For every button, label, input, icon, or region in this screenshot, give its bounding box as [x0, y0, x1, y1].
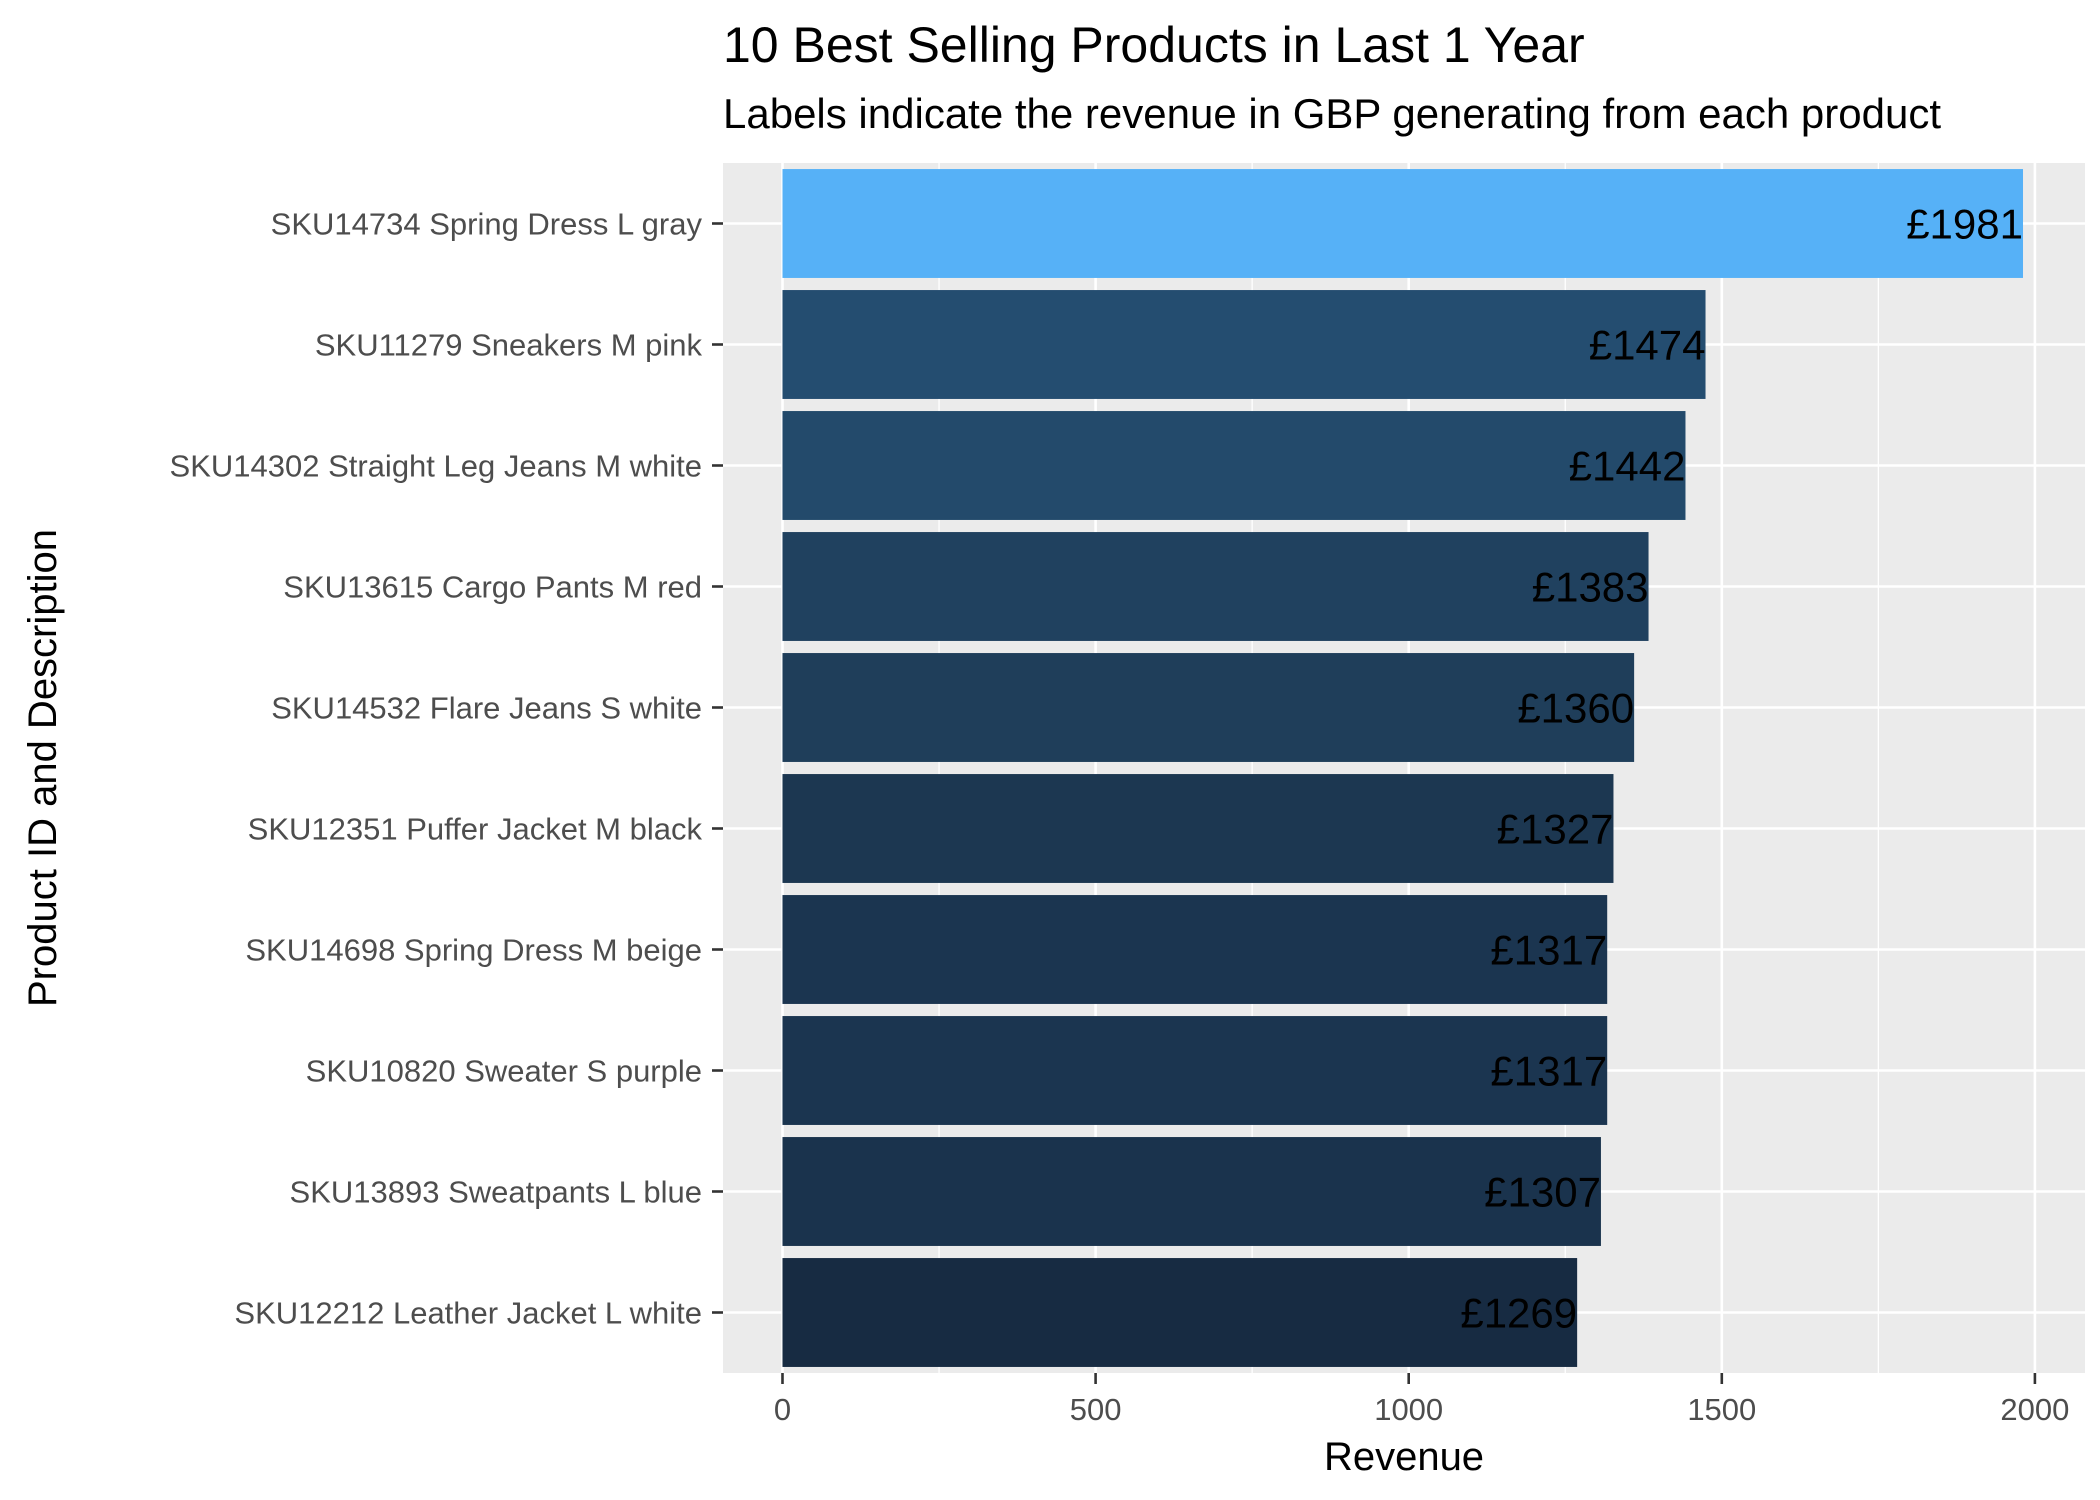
- y-tick-label: SKU11279 Sneakers M pink: [315, 328, 703, 363]
- bar: [782, 774, 1614, 883]
- y-tick-label: SKU14532 Flare Jeans S white: [271, 691, 702, 726]
- bar-value-label: £1474: [1589, 322, 1706, 369]
- y-tick-label: SKU10820 Sweater S purple: [306, 1054, 702, 1089]
- bar-value-label: £1317: [1490, 927, 1607, 974]
- y-tick-label: SKU12351 Puffer Jacket M black: [248, 812, 703, 847]
- y-tick-label: SKU14302 Straight Leg Jeans M white: [170, 449, 702, 484]
- bar: [782, 895, 1608, 1004]
- x-tick-label: 1500: [1687, 1392, 1756, 1427]
- y-tick-label: SKU14734 Spring Dress L gray: [271, 207, 703, 242]
- bar-value-label: £1360: [1517, 685, 1634, 732]
- chart-subtitle: Labels indicate the revenue in GBP gener…: [723, 90, 1941, 137]
- bar-value-label: £1269: [1460, 1290, 1577, 1337]
- chart-title: 10 Best Selling Products in Last 1 Year: [723, 17, 1585, 73]
- bar-value-label: £1317: [1490, 1048, 1607, 1095]
- x-tick-label: 0: [774, 1392, 791, 1427]
- y-tick-label: SKU13893 Sweatpants L blue: [290, 1175, 702, 1210]
- x-tick-label: 500: [1070, 1392, 1122, 1427]
- y-tick-label: SKU12212 Leather Jacket L white: [234, 1296, 702, 1331]
- y-tick-label: SKU13615 Cargo Pants M red: [283, 570, 702, 605]
- x-axis-title: Revenue: [1324, 1435, 1484, 1479]
- x-tick-label: 2000: [2000, 1392, 2069, 1427]
- bar-value-label: £1327: [1497, 806, 1614, 853]
- bar-value-label: £1442: [1569, 443, 1686, 490]
- bar: [782, 1137, 1601, 1246]
- bar: [782, 169, 2024, 278]
- y-tick-label: SKU14698 Spring Dress M beige: [245, 933, 702, 968]
- bar: [782, 532, 1649, 641]
- bar-value-label: £1383: [1532, 564, 1649, 611]
- bar-value-label: £1307: [1484, 1169, 1601, 1216]
- bar: [782, 653, 1635, 762]
- bar: [782, 290, 1706, 399]
- x-tick-label: 1000: [1374, 1392, 1443, 1427]
- bar: [782, 411, 1686, 520]
- y-axis-title: Product ID and Description: [21, 529, 65, 1007]
- bar: [782, 1016, 1608, 1125]
- bar-value-label: £1981: [1906, 201, 2023, 248]
- bar: [782, 1258, 1578, 1367]
